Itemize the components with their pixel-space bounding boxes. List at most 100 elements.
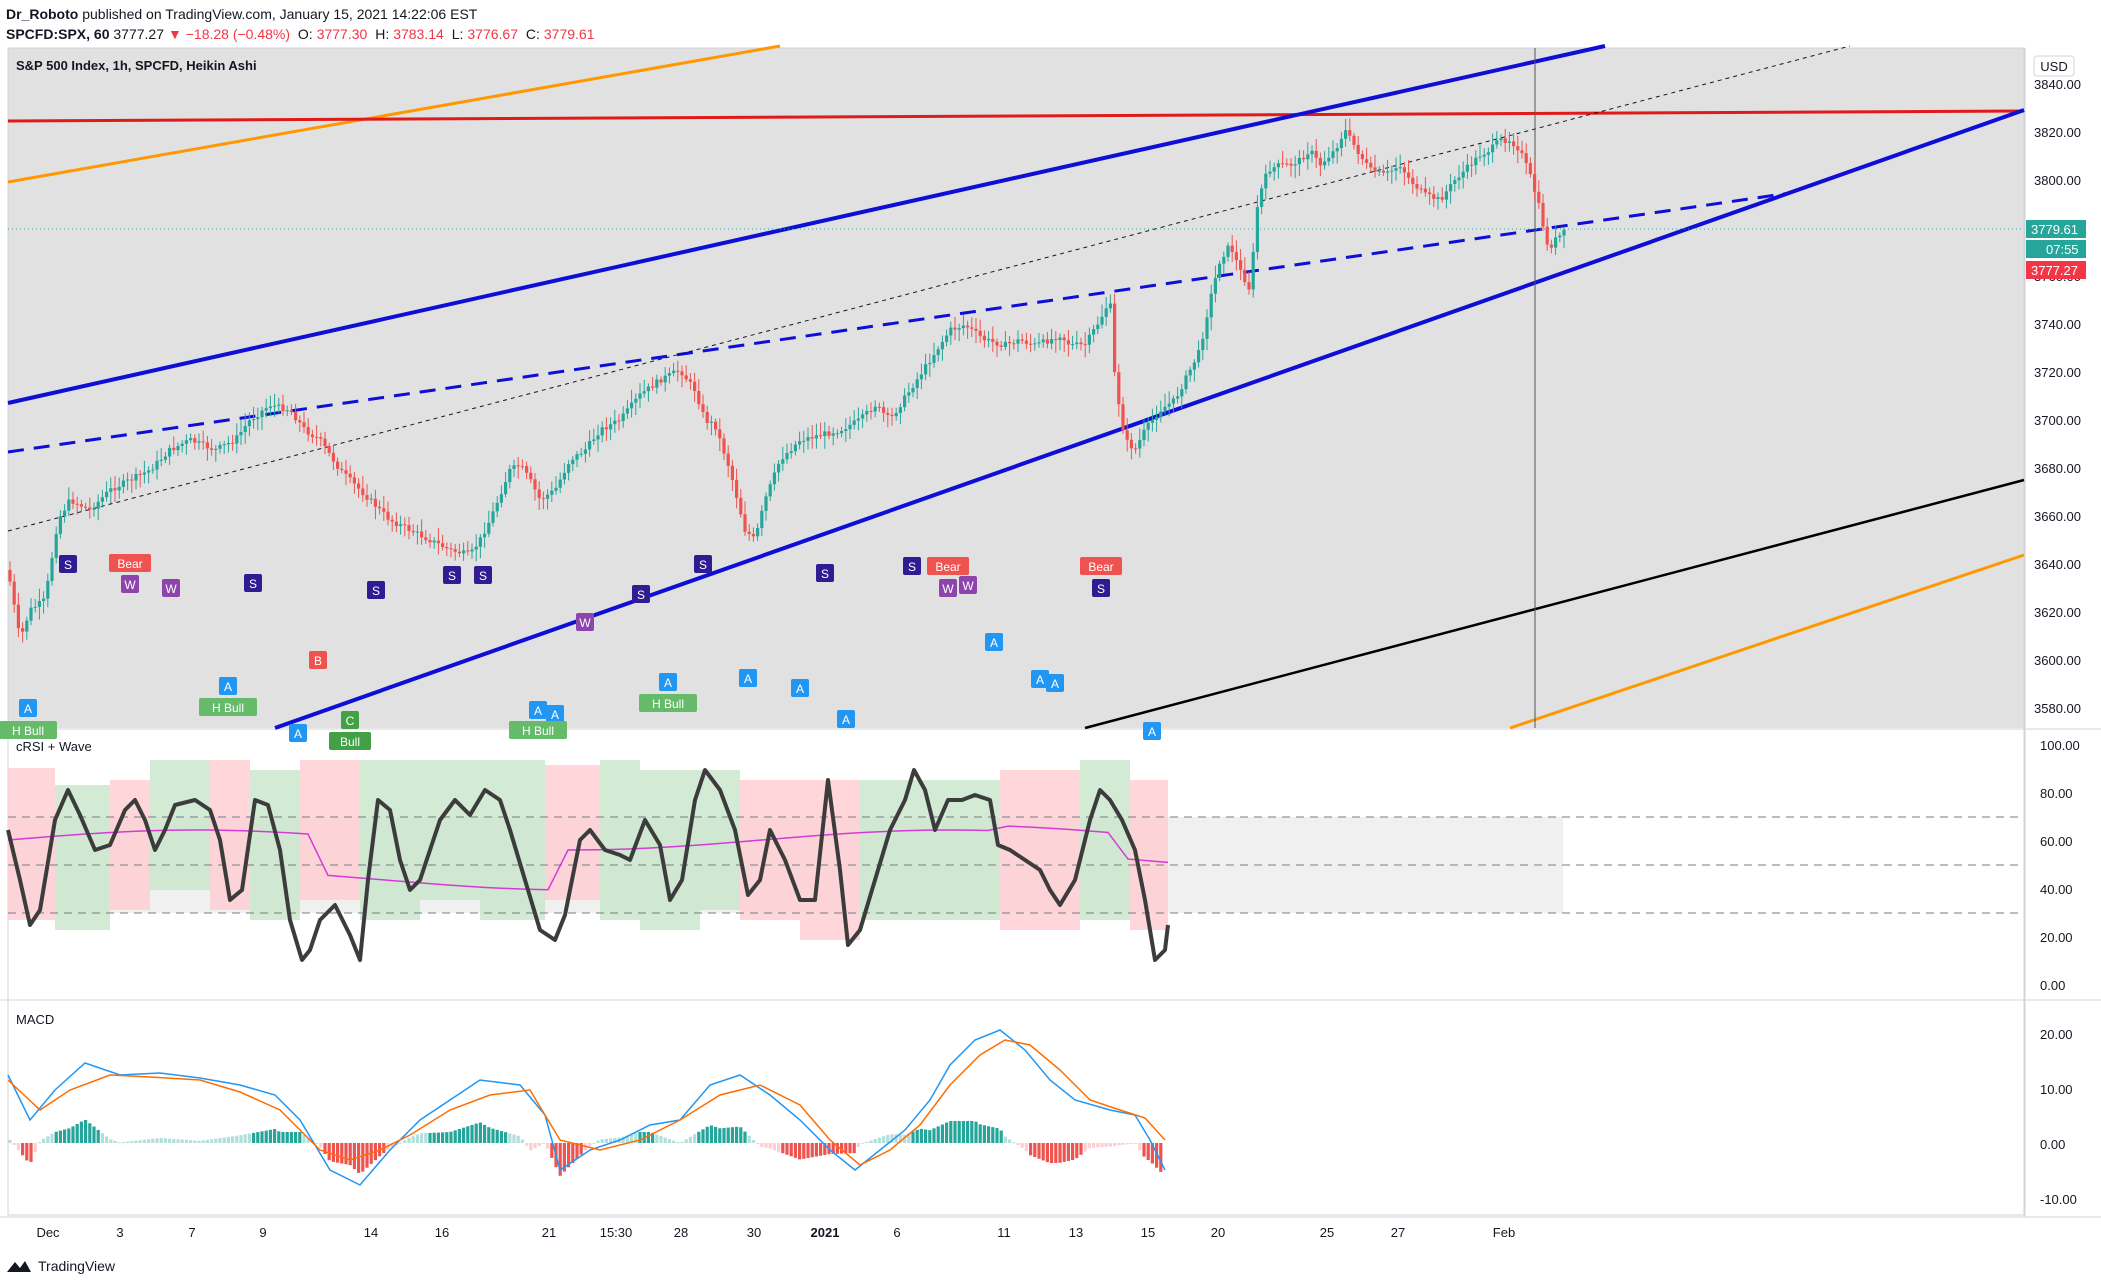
crsi-marker-bg [59,555,77,573]
price-change: ▼ −18.28 (−0.48%) [167,26,291,42]
candle-body [205,442,209,449]
candle-body [945,335,949,342]
crsi-marker-label: A [294,727,302,741]
macd-histogram-bar [348,1143,352,1166]
candle-body [491,511,495,523]
black-support-line[interactable] [1084,478,2025,730]
macd-histogram-bar [789,1143,793,1157]
orange-upper-line[interactable] [7,44,781,184]
crsi-marker-label: A [744,672,752,686]
candle-body [1302,157,1306,160]
orange-lower-line[interactable] [1509,553,2025,730]
macd-histogram-bar [403,1140,407,1143]
macd-histogram-bar [1008,1139,1012,1143]
candle-body [1125,430,1129,440]
blue-midline-dashed[interactable] [7,191,1791,454]
crsi-cloud-band [860,780,1000,920]
red-resistance-line[interactable] [7,109,2025,123]
candle-body [827,431,831,436]
macd-histogram-bar [600,1139,604,1143]
macd-histogram-bar [659,1136,663,1143]
candle-body [382,508,386,512]
macd-histogram-bar [886,1134,890,1143]
crsi-marker-bg [19,699,37,717]
macd-histogram-bar [29,1143,33,1162]
candle-body [735,479,739,498]
heikin-ashi-candles [8,118,1566,643]
macd-histogram-bar [172,1138,176,1143]
crsi-marker-bg [903,557,921,575]
crsi-marker-label: A [1051,677,1059,691]
candle-body [1218,263,1222,278]
black-dotted-trend[interactable] [7,45,1851,532]
candle-body [462,550,466,554]
crsi-cloud-band [250,770,300,920]
macd-histogram-bar [415,1134,419,1143]
candle-body [760,510,764,529]
candle-body [1516,146,1520,151]
usd-button[interactable]: USD [2033,55,2075,77]
price-tick-label: 3660.00 [2034,509,2081,524]
candle-body [903,395,907,408]
candle-body [499,494,503,503]
blue-channel-top[interactable] [7,44,1606,405]
crsi-marker-label: A [990,636,998,650]
candle-body [1226,245,1230,257]
macd-histogram-bar [613,1137,617,1143]
macd-histogram-bar [760,1143,764,1147]
macd-histogram-bar [21,1143,25,1156]
candle-body [1491,144,1495,153]
macd-histogram-bar [130,1141,134,1143]
crsi-cloud-band [640,770,700,930]
blue-channel-bottom[interactable] [274,108,2025,730]
candle-body [982,335,986,341]
tradingview-logo-icon[interactable] [6,1258,32,1274]
macd-histogram-bar [218,1138,222,1143]
crsi-marker-label: W [165,582,177,596]
candle-body [470,549,474,552]
macd-histogram-bar [189,1140,193,1143]
macd-histogram-bar [680,1141,684,1143]
macd-histogram-bar [268,1129,272,1143]
candle-body [1167,403,1171,407]
currency-label: USD [2040,59,2067,74]
macd-histogram-bar [558,1143,562,1176]
candle-body [1041,339,1045,343]
price-tick-label: 3600.00 [2034,653,2081,668]
candle-body [268,406,272,409]
crsi-marker-bg [244,574,262,592]
candle-body [184,440,188,444]
macd-histogram-bar [16,1143,20,1151]
candle-body [411,530,415,533]
crsi-cloud-band [420,760,480,900]
macd-histogram-bar [1138,1143,1142,1151]
macd-histogram-bar [1037,1143,1041,1159]
author-name[interactable]: Dr_Roboto [6,6,79,22]
candle-body [810,437,814,439]
macd-histogram-bar [667,1139,671,1143]
candle-body [508,468,512,483]
crsi-axis: 100.00 80.00 60.00 40.00 20.00 0.00 [2040,738,2080,993]
time-axis-label: 9 [259,1225,266,1240]
time-axis-label: 27 [1391,1225,1405,1240]
candle-body [378,506,382,509]
macd-histogram-bar [75,1123,79,1143]
crsi-tick-label: 40.00 [2040,882,2073,897]
candle-body [861,414,865,419]
time-axis-label: 30 [747,1225,761,1240]
candle-body [1243,269,1247,283]
crsi-marker-label: H Bull [522,724,554,738]
candle-body [1201,338,1205,351]
crsi-marker-bg [329,732,371,750]
candle-body [877,406,881,408]
candle-body [1092,329,1096,335]
macd-histogram-bar [1129,1143,1133,1144]
macd-histogram-bar [176,1139,180,1143]
candle-body [546,494,550,499]
macd-histogram-bar [197,1140,201,1143]
candle-body [785,453,789,460]
candle-body [415,531,419,533]
candle-body [680,371,684,376]
macd-histogram-bar [936,1126,940,1143]
